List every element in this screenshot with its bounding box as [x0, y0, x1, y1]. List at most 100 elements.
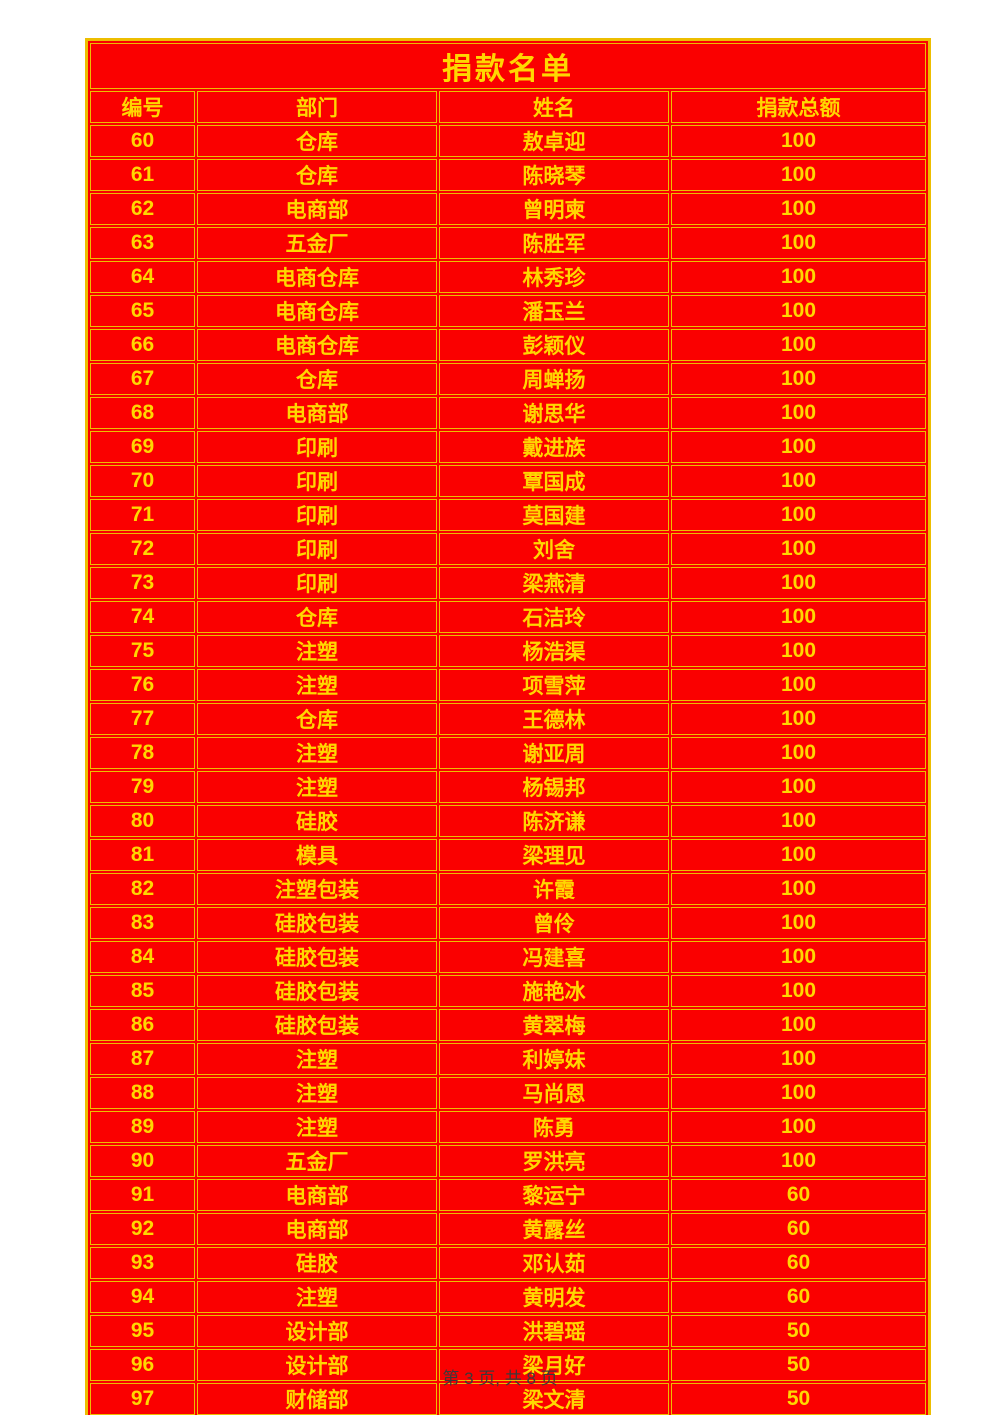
- cell-id: 87: [90, 1043, 195, 1075]
- cell-id: 89: [90, 1111, 195, 1143]
- cell-id: 60: [90, 125, 195, 157]
- cell-amount: 100: [671, 465, 926, 497]
- cell-department: 电商部: [197, 397, 437, 429]
- cell-department: 印刷: [197, 465, 437, 497]
- cell-name: 黎运宁: [439, 1179, 669, 1211]
- cell-department: 注塑: [197, 1043, 437, 1075]
- cell-name: 杨浩渠: [439, 635, 669, 667]
- table-row: 94 注塑 黄明发 60: [90, 1281, 926, 1313]
- cell-name: 冯建喜: [439, 941, 669, 973]
- table-row: 68 电商部 谢思华 100: [90, 397, 926, 429]
- cell-id: 68: [90, 397, 195, 429]
- cell-name: 黄翠梅: [439, 1009, 669, 1041]
- page-footer: 第 3 页, 共 8 页: [442, 1369, 558, 1388]
- table-row: 95 设计部 洪碧瑶 50: [90, 1315, 926, 1347]
- cell-id: 74: [90, 601, 195, 633]
- cell-name: 曾伶: [439, 907, 669, 939]
- cell-department: 印刷: [197, 533, 437, 565]
- cell-department: 注塑: [197, 1111, 437, 1143]
- cell-name: 梁月好: [439, 1349, 669, 1381]
- cell-id: 69: [90, 431, 195, 463]
- cell-name: 周蝉扬: [439, 363, 669, 395]
- cell-department: 五金厂: [197, 1145, 437, 1177]
- cell-name: 梁理见: [439, 839, 669, 871]
- cell-department: 注塑: [197, 1077, 437, 1109]
- cell-department: 五金厂: [197, 227, 437, 259]
- cell-id: 94: [90, 1281, 195, 1313]
- table-row: 63 五金厂 陈胜军 100: [90, 227, 926, 259]
- cell-id: 81: [90, 839, 195, 871]
- cell-id: 93: [90, 1247, 195, 1279]
- cell-name: 敖卓迎: [439, 125, 669, 157]
- cell-name: 陈胜军: [439, 227, 669, 259]
- cell-name: 林秀珍: [439, 261, 669, 293]
- cell-id: 63: [90, 227, 195, 259]
- cell-name: 洪碧瑶: [439, 1315, 669, 1347]
- cell-department: 硅胶: [197, 805, 437, 837]
- cell-amount: 100: [671, 431, 926, 463]
- cell-department: 硅胶: [197, 1247, 437, 1279]
- cell-id: 61: [90, 159, 195, 191]
- cell-id: 73: [90, 567, 195, 599]
- cell-id: 95: [90, 1315, 195, 1347]
- cell-amount: 100: [671, 295, 926, 327]
- table-row: 83 硅胶包装 曾伶 100: [90, 907, 926, 939]
- cell-department: 电商仓库: [197, 295, 437, 327]
- cell-department: 注塑: [197, 635, 437, 667]
- table-row: 81 模具 梁理见 100: [90, 839, 926, 871]
- cell-name: 陈济谦: [439, 805, 669, 837]
- table-row: 71 印刷 莫国建 100: [90, 499, 926, 531]
- table-row: 87 注塑 利婷妹 100: [90, 1043, 926, 1075]
- cell-department: 电商部: [197, 1179, 437, 1211]
- cell-id: 70: [90, 465, 195, 497]
- table-row: 79 注塑 杨锡邦 100: [90, 771, 926, 803]
- cell-name: 曾明柬: [439, 193, 669, 225]
- cell-id: 91: [90, 1179, 195, 1211]
- cell-amount: 100: [671, 975, 926, 1007]
- table-row: 60 仓库 敖卓迎 100: [90, 125, 926, 157]
- cell-name: 黄露丝: [439, 1213, 669, 1245]
- cell-name: 杨锡邦: [439, 771, 669, 803]
- cell-name: 罗洪亮: [439, 1145, 669, 1177]
- cell-amount: 60: [671, 1281, 926, 1313]
- cell-name: 覃国成: [439, 465, 669, 497]
- cell-department: 注塑: [197, 1281, 437, 1313]
- cell-department: 印刷: [197, 431, 437, 463]
- cell-department: 电商仓库: [197, 329, 437, 361]
- cell-amount: 100: [671, 771, 926, 803]
- header-row: 编号 部门 姓名 捐款总额: [90, 91, 926, 123]
- table-row: 67 仓库 周蝉扬 100: [90, 363, 926, 395]
- title-row: 捐款名单: [90, 43, 926, 89]
- cell-department: 硅胶包装: [197, 907, 437, 939]
- cell-amount: 50: [671, 1349, 926, 1381]
- table-row: 92 电商部 黄露丝 60: [90, 1213, 926, 1245]
- table-row: 69 印刷 戴进族 100: [90, 431, 926, 463]
- cell-amount: 100: [671, 533, 926, 565]
- table-row: 74 仓库 石洁玲 100: [90, 601, 926, 633]
- column-header-name: 姓名: [439, 91, 669, 123]
- cell-id: 71: [90, 499, 195, 531]
- cell-name: 潘玉兰: [439, 295, 669, 327]
- cell-id: 83: [90, 907, 195, 939]
- cell-amount: 100: [671, 499, 926, 531]
- cell-amount: 100: [671, 907, 926, 939]
- cell-department: 印刷: [197, 567, 437, 599]
- cell-department: 硅胶包装: [197, 975, 437, 1007]
- cell-department: 印刷: [197, 499, 437, 531]
- cell-department: 仓库: [197, 601, 437, 633]
- cell-name: 许霞: [439, 873, 669, 905]
- cell-name: 梁文清: [439, 1383, 669, 1415]
- cell-id: 82: [90, 873, 195, 905]
- table-row: 72 印刷 刘舍 100: [90, 533, 926, 565]
- table-row: 97 财储部 梁文清 50: [90, 1383, 926, 1415]
- cell-department: 电商部: [197, 1213, 437, 1245]
- cell-department: 注塑: [197, 669, 437, 701]
- cell-amount: 100: [671, 397, 926, 429]
- cell-name: 施艳冰: [439, 975, 669, 1007]
- cell-amount: 100: [671, 1111, 926, 1143]
- table-row: 78 注塑 谢亚周 100: [90, 737, 926, 769]
- cell-amount: 100: [671, 669, 926, 701]
- cell-id: 86: [90, 1009, 195, 1041]
- cell-amount: 100: [671, 261, 926, 293]
